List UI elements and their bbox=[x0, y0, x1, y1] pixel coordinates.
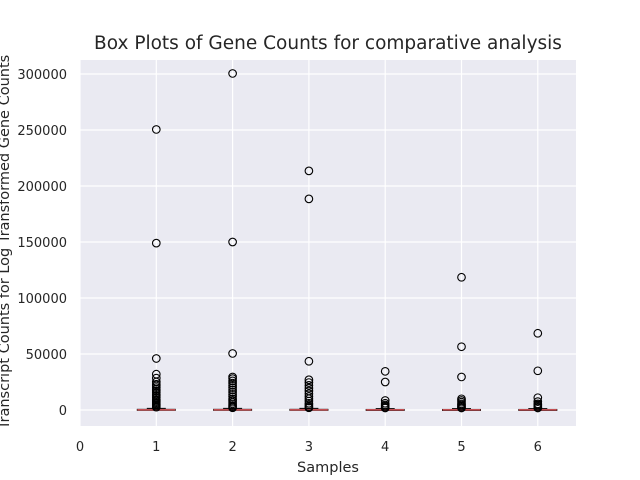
outlier-point bbox=[228, 349, 237, 358]
x-axis-label: Samples bbox=[297, 460, 359, 476]
outlier-point bbox=[304, 403, 314, 413]
outlier-point bbox=[380, 377, 390, 387]
y-tick-label: 150000 bbox=[17, 236, 67, 251]
box-sample-2 bbox=[213, 69, 253, 413]
box-sample-3 bbox=[289, 166, 329, 413]
box-layer bbox=[136, 69, 558, 413]
x-tick-label: 1 bbox=[152, 440, 160, 455]
x-tick-label: 5 bbox=[457, 440, 465, 455]
outlier-point bbox=[151, 125, 161, 134]
outlier-point bbox=[533, 366, 543, 376]
outlier-point bbox=[380, 403, 390, 413]
outlier-point bbox=[457, 342, 466, 352]
x-tick-label: 2 bbox=[228, 440, 236, 455]
y-tick-label: 50000 bbox=[26, 348, 67, 363]
outlier-point bbox=[228, 383, 237, 392]
outlier-point bbox=[533, 328, 543, 338]
outlier-point bbox=[304, 392, 314, 401]
outlier-point bbox=[151, 354, 161, 363]
outlier-point bbox=[304, 381, 314, 390]
outlier-point bbox=[304, 396, 314, 406]
outlier-point bbox=[457, 372, 466, 382]
outlier-point bbox=[380, 367, 390, 376]
tick-labels: 0 1 2 3 4 5 6 0 50000 100000 150000 200000 250000 300… bbox=[17, 68, 542, 455]
outlier-point bbox=[151, 238, 161, 248]
box-sample-5 bbox=[442, 272, 481, 413]
plot-area bbox=[80, 60, 576, 426]
outlier-point bbox=[228, 376, 237, 386]
box-sample-1 bbox=[136, 125, 176, 412]
outlier-point bbox=[457, 272, 466, 282]
y-tick-label: 200000 bbox=[17, 180, 67, 195]
outlier-point bbox=[304, 378, 314, 387]
box-sample-4 bbox=[365, 367, 405, 413]
y-tick-label: 300000 bbox=[17, 68, 67, 83]
outlier-point bbox=[304, 194, 314, 204]
outlier-point bbox=[228, 374, 237, 383]
box-sample-6 bbox=[518, 328, 558, 413]
outlier-point bbox=[304, 166, 314, 176]
outlier-point bbox=[533, 397, 543, 406]
y-tick-label: 250000 bbox=[17, 124, 67, 139]
outlier-point bbox=[304, 356, 314, 366]
x-tick-label: 4 bbox=[381, 440, 389, 455]
outlier-point bbox=[228, 403, 237, 413]
outlier-point bbox=[228, 381, 237, 390]
outlier-point bbox=[228, 387, 237, 397]
outlier-point bbox=[304, 375, 314, 385]
x-tick-label: 0 bbox=[76, 440, 84, 455]
y-tick-label: 100000 bbox=[17, 292, 67, 307]
outlier-point bbox=[228, 69, 237, 78]
outlier-point bbox=[304, 383, 314, 393]
x-tick-label: 3 bbox=[305, 440, 313, 455]
x-tick-label: 6 bbox=[534, 440, 542, 455]
y-axis-label: Transcript Counts for Log Transformed Ge… bbox=[0, 55, 13, 430]
outlier-point bbox=[228, 378, 237, 388]
chart-title: Box Plots of Gene Counts for comparative… bbox=[94, 33, 562, 54]
outlier-point bbox=[228, 385, 237, 395]
outlier-point bbox=[533, 403, 543, 413]
outlier-point bbox=[151, 402, 161, 412]
y-tick-label: 0 bbox=[59, 404, 67, 419]
outlier-point bbox=[457, 403, 466, 413]
outlier-point bbox=[228, 237, 237, 247]
